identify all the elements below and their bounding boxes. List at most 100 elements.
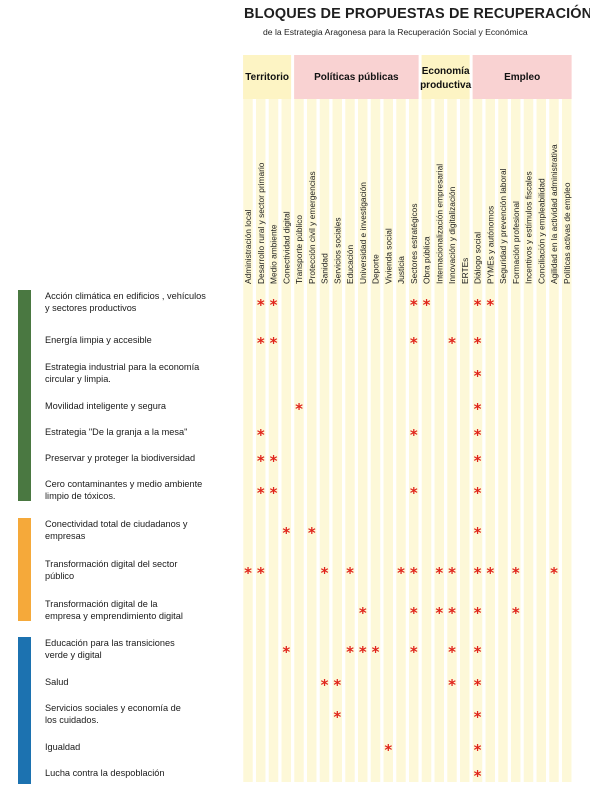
column-label: Administración local [243, 209, 253, 284]
mark-star: * [397, 564, 405, 582]
group-header-label: Economía [422, 66, 470, 77]
mark-star: * [474, 604, 482, 622]
mark-star: * [474, 524, 482, 542]
mark-star: * [257, 564, 265, 582]
column-label: Servicios sociales [332, 217, 342, 284]
column-band [447, 55, 457, 782]
group-header-label: Territorio [245, 72, 289, 83]
row-label: empresa y emprendimiento digital [45, 611, 183, 621]
column-label: Transporte público [294, 215, 304, 284]
column-band [358, 55, 368, 782]
column-label: PYMEs y autónomos [485, 206, 495, 284]
column-band [472, 55, 483, 782]
mark-star: * [372, 643, 380, 661]
mark-star: * [448, 643, 456, 661]
column-band [434, 55, 444, 782]
row-label: Movilidad inteligente y segura [45, 401, 167, 411]
column-label: Desarrollo rural y sector primario [256, 162, 266, 284]
mark-star: * [486, 296, 494, 314]
mark-star: * [474, 296, 482, 314]
mark-star: * [410, 643, 418, 661]
row-label: circular y limpia. [45, 374, 111, 384]
mark-star: * [346, 564, 354, 582]
row-label: los cuidados. [45, 715, 99, 725]
row-group-bar [18, 637, 31, 784]
mark-star: * [448, 564, 456, 582]
mark-star: * [474, 452, 482, 470]
column-band [536, 55, 546, 782]
mark-star: * [474, 741, 482, 759]
column-label: Formación profesional [511, 201, 521, 284]
row-label: Igualdad [45, 742, 80, 752]
column-band [268, 55, 279, 782]
row-label: Conectividad total de ciudadanos y [45, 519, 188, 529]
mark-star: * [384, 741, 392, 759]
mark-star: * [474, 367, 482, 385]
mark-star: * [333, 676, 341, 694]
row-label: Energía limpia y accesible [45, 335, 152, 345]
mark-star: * [257, 334, 265, 352]
mark-star: * [257, 296, 265, 314]
column-label: Educación [345, 245, 355, 284]
group-header-box [421, 55, 470, 99]
column-label: Obra pública [422, 236, 432, 284]
row-label: empresas [45, 531, 86, 541]
mark-star: * [448, 334, 456, 352]
column-band [485, 55, 495, 782]
row-label: Estrategia "De la granja a la mesa" [45, 427, 187, 437]
mark-star: * [410, 334, 418, 352]
row-label: Cero contaminantes y medio ambiente [45, 479, 202, 489]
column-band [243, 55, 253, 782]
group-header-box [243, 55, 292, 99]
mark-star: * [410, 564, 418, 582]
mark-star: * [270, 452, 278, 470]
column-label: Deporte [371, 254, 381, 284]
mark-star: * [448, 604, 456, 622]
column-label: Conciliación y empleabilidad [536, 178, 546, 284]
column-band [409, 55, 419, 782]
column-band [307, 55, 317, 782]
column-label: Internacionalización empresarial [434, 164, 444, 284]
mark-star: * [410, 296, 418, 314]
column-label: Seguridad y prevención laboral [498, 168, 508, 284]
row-label: Educación para las transiciones [45, 638, 175, 648]
column-label: Sectores estratégicos [409, 203, 419, 284]
group-header-label: Políticas públicas [314, 72, 399, 83]
mark-star: * [448, 676, 456, 694]
row-label: y sectores productivos [45, 303, 137, 313]
column-band [294, 55, 304, 782]
mark-star: * [474, 708, 482, 726]
row-group-bar [18, 518, 31, 621]
column-band [281, 55, 291, 782]
mark-star: * [410, 604, 418, 622]
mark-star: * [359, 643, 367, 661]
column-band [421, 55, 432, 782]
mark-star: * [474, 767, 482, 785]
column-label: Incentivos y estímulos fiscales [524, 171, 534, 284]
mark-star: * [244, 564, 252, 582]
column-band [319, 55, 330, 782]
mark-star: * [423, 296, 431, 314]
mark-star: * [474, 643, 482, 661]
column-band [523, 55, 534, 782]
mark-star: * [295, 400, 303, 418]
mark-star: * [359, 604, 367, 622]
mark-star: * [474, 400, 482, 418]
group-header-label: Empleo [504, 72, 540, 83]
mark-star: * [474, 426, 482, 444]
column-label: Innovación y digitalización [447, 186, 457, 284]
column-band [549, 55, 559, 782]
column-label: Sanidad [320, 253, 330, 284]
column-label: Agilidad en la actividad administrativa [549, 144, 559, 284]
row-label: público [45, 571, 74, 581]
row-label: limpio de tóxicos. [45, 491, 115, 501]
mark-star: * [512, 604, 520, 622]
mark-star: * [512, 564, 520, 582]
mark-star: * [550, 564, 558, 582]
mark-star: * [282, 643, 290, 661]
row-label: Transformación digital de la [45, 599, 158, 609]
mark-star: * [346, 643, 354, 661]
group-header-box [472, 55, 572, 99]
